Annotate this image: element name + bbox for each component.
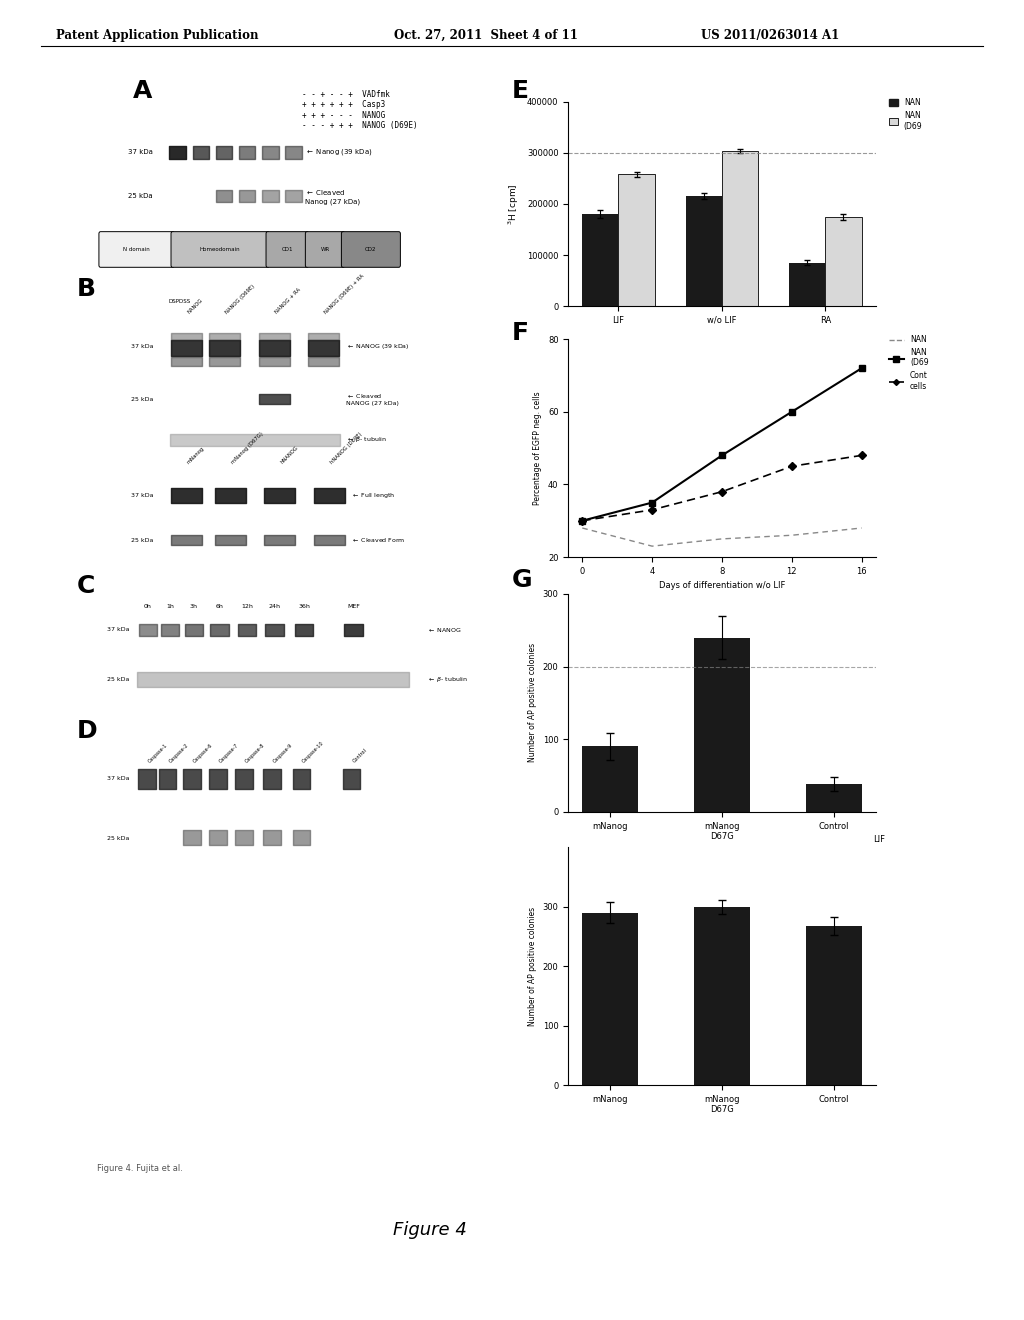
Text: 36h: 36h [298, 603, 310, 609]
Text: 3h: 3h [189, 603, 198, 609]
Text: Caspase-9: Caspase-9 [272, 743, 293, 764]
Text: Figure 4. Fujita et al.: Figure 4. Fujita et al. [97, 1164, 183, 1173]
Text: N domain: N domain [123, 247, 150, 252]
Bar [686, 197, 722, 306]
Text: WR: WR [321, 247, 330, 252]
Legend: NAN, NAN
(D69: NAN, NAN (D69 [886, 95, 926, 133]
Text: CD2: CD2 [366, 247, 377, 252]
Text: MEF: MEF [347, 603, 360, 609]
Text: Oct. 27, 2011  Sheet 4 of 11: Oct. 27, 2011 Sheet 4 of 11 [394, 29, 579, 42]
Text: 6h: 6h [215, 603, 223, 609]
FancyBboxPatch shape [171, 231, 269, 267]
Text: 25 kDa: 25 kDa [108, 677, 129, 682]
Text: NANOG (D69E) + RA: NANOG (D69E) + RA [324, 273, 366, 315]
Text: F: F [512, 321, 529, 345]
Bar [583, 913, 638, 1085]
Y-axis label: $^3$H [cpm]: $^3$H [cpm] [507, 183, 521, 224]
Text: 37 kDa: 37 kDa [131, 345, 154, 348]
Bar [694, 907, 750, 1085]
Text: Control: Control [352, 747, 368, 764]
Bar [618, 174, 654, 306]
Text: LIF: LIF [872, 836, 885, 845]
Text: 25 kDa: 25 kDa [131, 537, 154, 543]
Text: $\leftarrow$ $\beta$- tubulin: $\leftarrow$ $\beta$- tubulin [346, 436, 387, 445]
Text: C: C [77, 574, 95, 598]
Text: 37 kDa: 37 kDa [108, 776, 130, 781]
Text: + + + + + +  Casp3: + + + + + + Casp3 [302, 100, 385, 110]
Text: 24h: 24h [268, 603, 281, 609]
Text: 25 kDa: 25 kDa [131, 397, 154, 401]
Text: 25 kDa: 25 kDa [128, 193, 153, 199]
Text: Caspase-1: Caspase-1 [147, 742, 169, 764]
Text: Caspase-8: Caspase-8 [244, 742, 265, 764]
Bar [583, 214, 618, 306]
Text: Figure 4: Figure 4 [393, 1221, 467, 1239]
Text: G: G [512, 568, 532, 591]
Text: NANOG (D69E): NANOG (D69E) [225, 284, 256, 315]
Text: mNanog (D67G): mNanog (D67G) [230, 430, 264, 465]
FancyBboxPatch shape [99, 231, 174, 267]
Bar [806, 925, 861, 1085]
Text: Caspase-6: Caspase-6 [193, 742, 214, 764]
Text: Caspase-10: Caspase-10 [301, 741, 325, 764]
Text: 37 kDa: 37 kDa [106, 627, 129, 632]
Text: + + + - - -  NANOG: + + + - - - NANOG [302, 111, 385, 120]
Text: $\leftarrow$ NANOG (39 kDa): $\leftarrow$ NANOG (39 kDa) [346, 342, 410, 351]
FancyBboxPatch shape [266, 231, 308, 267]
Text: 1h: 1h [166, 603, 174, 609]
Text: $\leftarrow$ Cleaved Form: $\leftarrow$ Cleaved Form [351, 536, 406, 544]
X-axis label: Days of differentiation w/o LIF: Days of differentiation w/o LIF [658, 581, 785, 590]
Text: hNANOG: hNANOG [280, 445, 299, 465]
Text: NANOG + RA: NANOG + RA [274, 288, 302, 315]
Bar [583, 747, 638, 812]
Text: hNANOG (D69E): hNANOG (D69E) [330, 432, 364, 465]
Bar [790, 263, 825, 306]
Text: NANOG: NANOG [186, 298, 204, 315]
Text: US 2011/0263014 A1: US 2011/0263014 A1 [701, 29, 840, 42]
Bar [825, 216, 861, 306]
Text: 37 kDa: 37 kDa [131, 494, 154, 498]
Text: E: E [512, 79, 529, 103]
Text: $\leftarrow$ Cleaved
NANOG (27 kDa): $\leftarrow$ Cleaved NANOG (27 kDa) [346, 392, 398, 407]
Text: Homeodomain: Homeodomain [200, 247, 241, 252]
Text: 0h: 0h [144, 603, 152, 609]
Text: $\leftarrow$ Cleaved
Nanog (27 kDa): $\leftarrow$ Cleaved Nanog (27 kDa) [305, 189, 359, 205]
Text: - - + - - +  VADfmk: - - + - - + VADfmk [302, 90, 390, 99]
Text: $\leftarrow$ $\beta$- tubulin: $\leftarrow$ $\beta$- tubulin [427, 675, 468, 684]
Text: $\leftarrow$ NANOG: $\leftarrow$ NANOG [427, 626, 462, 634]
Text: Caspase-7: Caspase-7 [218, 742, 240, 764]
Text: CD1: CD1 [282, 247, 293, 252]
Text: 12h: 12h [241, 603, 253, 609]
Text: $\leftarrow$ Nanog (39 kDa): $\leftarrow$ Nanog (39 kDa) [305, 148, 372, 157]
FancyBboxPatch shape [305, 231, 345, 267]
Y-axis label: Percentage of EGFP neg. cells: Percentage of EGFP neg. cells [534, 391, 543, 506]
Text: D: D [77, 719, 97, 743]
Bar [694, 638, 750, 812]
Bar [722, 152, 758, 306]
Text: DSPDSS: DSPDSS [168, 300, 190, 304]
Bar [806, 784, 861, 812]
Text: $\leftarrow$ Full length: $\leftarrow$ Full length [351, 491, 395, 500]
Text: B: B [77, 277, 96, 301]
Text: A: A [133, 79, 153, 103]
Text: 25 kDa: 25 kDa [108, 836, 130, 841]
Y-axis label: Number of AP positive colonies: Number of AP positive colonies [528, 643, 538, 763]
Text: Patent Application Publication: Patent Application Publication [56, 29, 259, 42]
Text: Caspase-2: Caspase-2 [168, 742, 189, 764]
Legend: NAN, NAN
(D69, Cont
cells: NAN, NAN (D69, Cont cells [886, 333, 932, 393]
Y-axis label: Number of AP positive colonies: Number of AP positive colonies [528, 907, 538, 1026]
Text: 37 kDa: 37 kDa [128, 149, 153, 156]
Text: mNanog: mNanog [186, 445, 206, 465]
FancyBboxPatch shape [341, 231, 400, 267]
Text: - - - + + +  NANOG (D69E): - - - + + + NANOG (D69E) [302, 121, 418, 131]
